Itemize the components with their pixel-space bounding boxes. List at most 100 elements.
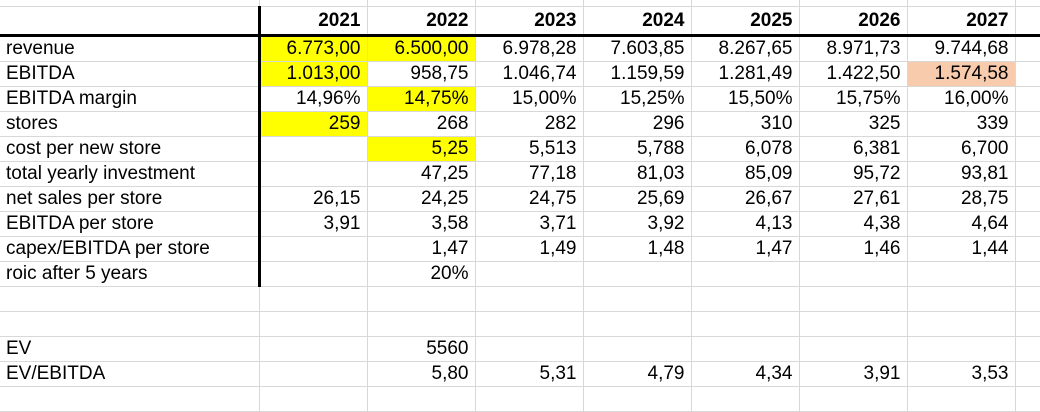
data-cell[interactable]: 15,75% — [799, 86, 908, 112]
row-tail-cell[interactable] — [1015, 161, 1040, 187]
data-cell[interactable] — [259, 286, 368, 312]
data-cell[interactable]: 26,67 — [691, 186, 800, 212]
data-cell[interactable]: 7.603,85 — [583, 35, 692, 62]
data-cell[interactable]: 24,75 — [475, 186, 584, 212]
data-cell[interactable]: 6,078 — [691, 136, 800, 162]
data-cell[interactable]: 4,34 — [691, 361, 800, 387]
row-tail-cell[interactable] — [1015, 35, 1040, 62]
data-cell[interactable] — [367, 386, 476, 412]
data-cell[interactable] — [799, 336, 908, 362]
data-cell[interactable]: 6,381 — [799, 136, 908, 162]
data-cell[interactable] — [907, 261, 1016, 287]
data-cell[interactable] — [259, 361, 368, 387]
data-cell[interactable]: 20% — [367, 261, 476, 287]
data-cell[interactable]: 47,25 — [367, 161, 476, 187]
data-cell[interactable]: 958,75 — [367, 61, 476, 87]
data-cell[interactable]: 259 — [257, 111, 368, 137]
data-cell[interactable] — [475, 386, 584, 412]
data-cell[interactable]: 5,513 — [475, 136, 584, 162]
data-cell[interactable]: 15,00% — [475, 86, 584, 112]
data-cell[interactable] — [583, 311, 692, 337]
data-cell[interactable]: 27,61 — [799, 186, 908, 212]
row-label[interactable]: roic after 5 years — [0, 261, 260, 287]
data-cell[interactable] — [691, 261, 800, 287]
data-cell[interactable] — [691, 311, 800, 337]
data-cell[interactable]: 93,81 — [907, 161, 1016, 187]
row-label[interactable] — [0, 286, 260, 312]
data-cell[interactable]: 3,58 — [367, 211, 476, 237]
data-cell[interactable] — [367, 286, 476, 312]
row-label[interactable]: EV — [0, 336, 260, 362]
data-cell[interactable]: 296 — [583, 111, 692, 137]
data-cell[interactable]: 81,03 — [583, 161, 692, 187]
row-label[interactable] — [0, 311, 260, 337]
row-label[interactable]: capex/EBITDA per store — [0, 236, 260, 262]
data-cell[interactable]: 6.978,28 — [475, 35, 584, 62]
data-cell[interactable]: 5,31 — [475, 361, 584, 387]
data-cell[interactable]: 9.744,68 — [907, 35, 1016, 62]
data-cell[interactable] — [367, 311, 476, 337]
data-cell[interactable] — [907, 386, 1016, 412]
data-cell[interactable]: 4,79 — [583, 361, 692, 387]
data-cell[interactable]: 14,96% — [257, 86, 368, 112]
data-cell[interactable]: 310 — [691, 111, 800, 137]
data-cell[interactable] — [799, 311, 908, 337]
data-cell[interactable]: 24,25 — [367, 186, 476, 212]
data-cell[interactable]: 3,91 — [257, 211, 368, 237]
data-cell[interactable]: 1,46 — [799, 236, 908, 262]
data-cell[interactable]: 14,75% — [367, 86, 476, 112]
data-cell[interactable]: 1,48 — [583, 236, 692, 262]
data-cell[interactable]: 1.574,58 — [907, 61, 1016, 87]
data-cell[interactable]: 1.013,00 — [257, 61, 368, 87]
data-cell[interactable] — [583, 261, 692, 287]
data-cell[interactable]: 6,700 — [907, 136, 1016, 162]
data-cell[interactable] — [257, 161, 368, 187]
row-tail-cell[interactable] — [1015, 61, 1040, 87]
data-cell[interactable]: 16,00% — [907, 86, 1016, 112]
data-cell[interactable]: 1.422,50 — [799, 61, 908, 87]
data-cell[interactable]: 339 — [907, 111, 1016, 137]
data-cell[interactable]: 3,71 — [475, 211, 584, 237]
data-cell[interactable]: 3,92 — [583, 211, 692, 237]
data-cell[interactable] — [691, 386, 800, 412]
data-cell[interactable] — [583, 336, 692, 362]
row-label[interactable]: EBITDA margin — [0, 86, 260, 112]
data-cell[interactable]: 1.159,59 — [583, 61, 692, 87]
data-cell[interactable] — [257, 261, 368, 287]
data-cell[interactable]: 4,13 — [691, 211, 800, 237]
data-cell[interactable] — [475, 311, 584, 337]
data-cell[interactable] — [259, 336, 368, 362]
data-cell[interactable]: 3,91 — [799, 361, 908, 387]
row-tail-cell[interactable] — [1015, 386, 1040, 412]
data-cell[interactable] — [691, 286, 800, 312]
data-cell[interactable]: 4,38 — [799, 211, 908, 237]
data-cell[interactable] — [691, 336, 800, 362]
data-cell[interactable]: 4,64 — [907, 211, 1016, 237]
data-cell[interactable]: 5,80 — [367, 361, 476, 387]
row-tail-cell[interactable] — [1015, 136, 1040, 162]
data-cell[interactable] — [259, 311, 368, 337]
data-cell[interactable] — [257, 136, 368, 162]
data-cell[interactable]: 77,18 — [475, 161, 584, 187]
row-tail-cell[interactable] — [1015, 311, 1040, 337]
row-tail-cell[interactable] — [1015, 111, 1040, 137]
data-cell[interactable]: 1.046,74 — [475, 61, 584, 87]
row-tail-cell[interactable] — [1015, 261, 1040, 287]
data-cell[interactable]: 5,788 — [583, 136, 692, 162]
data-cell[interactable]: 325 — [799, 111, 908, 137]
data-cell[interactable]: 95,72 — [799, 161, 908, 187]
row-tail-cell[interactable] — [1015, 186, 1040, 212]
data-cell[interactable] — [907, 336, 1016, 362]
data-cell[interactable]: 6.773,00 — [257, 35, 368, 62]
data-cell[interactable]: 1,44 — [907, 236, 1016, 262]
data-cell[interactable]: 268 — [367, 111, 476, 137]
data-cell[interactable]: 8.267,65 — [691, 35, 800, 62]
data-cell[interactable] — [475, 261, 584, 287]
data-cell[interactable]: 15,50% — [691, 86, 800, 112]
data-cell[interactable]: 1,49 — [475, 236, 584, 262]
row-label[interactable]: stores — [0, 111, 260, 137]
data-cell[interactable] — [907, 311, 1016, 337]
data-cell[interactable]: 5,25 — [367, 136, 476, 162]
row-tail-cell[interactable] — [1015, 336, 1040, 362]
row-label[interactable] — [0, 386, 260, 412]
